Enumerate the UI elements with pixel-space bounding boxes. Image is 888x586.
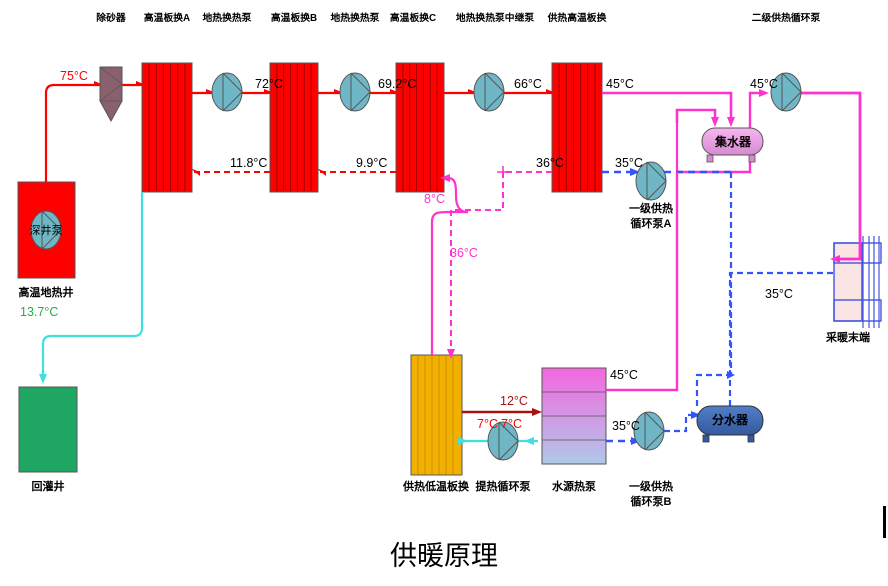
svg-text:69.2°C: 69.2°C [378,77,416,91]
svg-text:集水器: 集水器 [714,134,752,149]
svg-text:9.9°C: 9.9°C [356,156,387,170]
svg-text:7°C: 7°C [477,417,498,431]
svg-text:66°C: 66°C [514,77,542,91]
svg-text:35°C: 35°C [765,287,793,301]
svg-text:12°C: 12°C [500,394,528,408]
svg-text:二级供热循环泵: 二级供热循环泵 [752,11,821,24]
svg-text:采暖末端: 采暖末端 [825,330,870,344]
svg-text:45°C: 45°C [610,368,638,382]
svg-text:分水器: 分水器 [712,412,749,427]
svg-text:供热高温板换: 供热高温板换 [547,11,607,24]
svg-text:8°C: 8°C [424,192,445,206]
svg-text:供暖原理: 供暖原理 [390,541,498,571]
svg-text:一级供热: 一级供热 [629,479,673,493]
svg-text:45°C: 45°C [606,77,634,91]
svg-text:除砂器: 除砂器 [96,11,126,24]
svg-text:13.7°C: 13.7°C [20,305,58,319]
svg-text:45°C: 45°C [750,77,778,91]
svg-text:72°C: 72°C [255,77,283,91]
svg-text:循环泵B: 循环泵B [631,494,672,508]
svg-text:75°C: 75°C [60,69,88,83]
svg-text:36°C: 36°C [536,156,564,170]
svg-text:地热换热泵中继泵: 地热换热泵中继泵 [456,11,535,24]
svg-text:高温地热井: 高温地热井 [19,285,74,299]
svg-text:35°C: 35°C [612,419,640,433]
svg-text:7°C: 7°C [501,417,522,431]
svg-text:提热循环泵: 提热循环泵 [476,479,531,493]
svg-text:高温板换C: 高温板换C [390,11,436,24]
svg-text:高温板换A: 高温板换A [144,11,190,24]
svg-text:11.8°C: 11.8°C [230,156,267,170]
svg-text:循环泵A: 循环泵A [631,216,672,230]
svg-text:地热换热泵: 地热换热泵 [203,11,252,24]
svg-text:35°C: 35°C [615,156,643,170]
svg-text:回灌井: 回灌井 [32,479,65,493]
svg-text:水源热泵: 水源热泵 [552,479,596,493]
svg-text:一级供热: 一级供热 [629,201,673,215]
svg-text:高温板换B: 高温板换B [271,11,317,24]
svg-text:地热换热泵: 地热换热泵 [331,11,380,24]
svg-text:36°C: 36°C [450,246,478,260]
svg-text:深井泵: 深井泵 [30,223,63,237]
svg-text:供热低温板换: 供热低温板换 [402,479,470,493]
